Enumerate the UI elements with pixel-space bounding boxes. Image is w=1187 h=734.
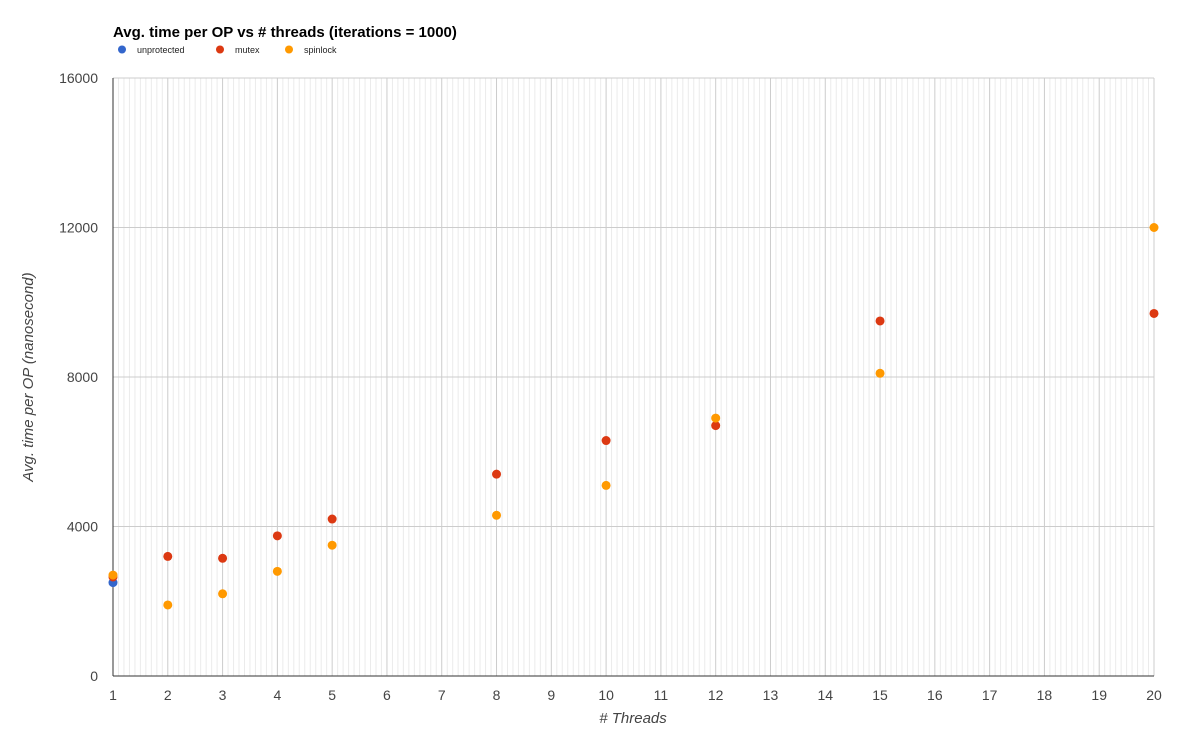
x-tick-label: 5 [328,687,336,703]
legend-label-spinlock: spinlock [304,45,337,55]
data-point-mutex [272,531,282,541]
x-tick-label: 8 [493,687,501,703]
legend-marker-spinlock [285,45,293,54]
x-tick-label: 3 [219,687,227,703]
x-tick-label: 6 [383,687,391,703]
data-points [108,223,1159,610]
data-point-spinlock [711,413,721,423]
x-tick-label: 1 [109,687,117,703]
major-grid [112,77,1155,677]
data-point-spinlock [163,600,173,610]
legend-label-mutex: mutex [235,45,260,55]
chart-title: Avg. time per OP vs # threads (iteration… [113,24,457,41]
y-tick-label: 8000 [67,369,98,385]
data-point-spinlock [492,510,502,520]
data-point-mutex [601,436,611,446]
x-tick-label: 15 [872,687,888,703]
legend: unprotected mutex spinlock [118,45,337,55]
x-tick-label: 7 [438,687,446,703]
data-point-mutex [492,469,502,479]
data-point-spinlock [601,480,611,490]
data-point-mutex [327,514,337,524]
x-tick-label: 12 [708,687,724,703]
x-tick-label: 2 [164,687,172,703]
legend-marker-mutex [216,45,224,54]
y-axis-title: Avg. time per OP (nanosecond) [20,272,37,482]
y-tick-label: 16000 [59,70,98,86]
data-point-spinlock [218,589,228,599]
data-point-spinlock [875,368,885,378]
x-tick-label: 13 [763,687,779,703]
x-tick-label: 16 [927,687,943,703]
x-tick-label: 14 [817,687,833,703]
data-point-mutex [1149,308,1159,318]
x-tick-label: 11 [654,687,669,703]
y-tick-label: 0 [90,668,98,684]
x-axis-title: # Threads [599,710,667,727]
legend-label-unprotected: unprotected [137,45,185,55]
x-tick-label: 20 [1146,687,1162,703]
x-tick-label: 18 [1037,687,1053,703]
data-point-mutex [163,551,173,561]
x-tick-label: 17 [982,687,998,703]
data-point-mutex [875,316,885,326]
x-tick-label: 9 [547,687,555,703]
data-point-mutex [218,553,228,563]
y-tick-label: 4000 [67,519,98,535]
x-tick-label: 4 [273,687,281,703]
legend-marker-unprotected [118,45,126,54]
x-tick-label: 10 [598,687,614,703]
data-point-spinlock [108,570,118,580]
data-point-spinlock [327,540,337,550]
y-tick-label: 12000 [59,220,98,236]
data-point-mutex [711,421,721,431]
data-point-spinlock [1149,223,1159,232]
axes: 1 2 3 4 5 6 7 8 9 10 11 12 13 14 15 16 17 18 19 20040008000… [59,70,1162,703]
data-point-spinlock [272,566,282,576]
x-tick-label: 19 [1091,687,1107,703]
